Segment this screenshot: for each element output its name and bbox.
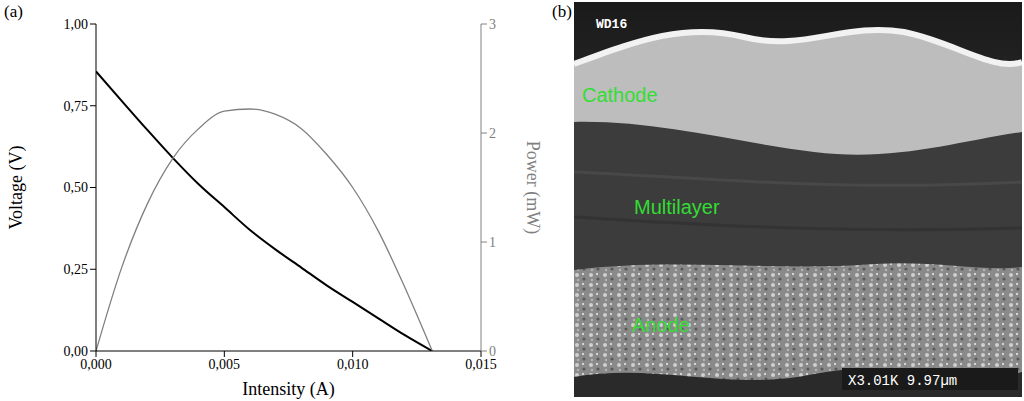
svg-text:3: 3 — [489, 17, 496, 32]
svg-text:2: 2 — [489, 126, 496, 141]
html-text:(a): (a) — [4, 2, 23, 21]
svg-text:Intensity (A): Intensity (A) — [242, 379, 334, 400]
svg-text:0,75: 0,75 — [64, 99, 89, 114]
svg-text:WD16: WD16 — [596, 17, 627, 32]
svg-text:Power (mW): Power (mW) — [522, 141, 543, 234]
svg-text:0,00: 0,00 — [64, 344, 89, 359]
svg-text:1,00: 1,00 — [64, 17, 89, 32]
svg-text:0,015: 0,015 — [465, 357, 497, 372]
svg-text:Cathode: Cathode — [582, 84, 658, 106]
svg-text:0,000: 0,000 — [80, 357, 112, 372]
html-text:(b): (b) — [552, 2, 572, 21]
svg-text:0,25: 0,25 — [64, 262, 89, 277]
svg-text:0: 0 — [489, 344, 496, 359]
svg-text:Multilayer: Multilayer — [634, 196, 720, 218]
svg-text:0,010: 0,010 — [337, 357, 369, 372]
svg-text:0,005: 0,005 — [209, 357, 241, 372]
svg-text:Anode: Anode — [632, 314, 690, 336]
svg-text:Voltage (V): Voltage (V) — [6, 145, 27, 229]
svg-text:1: 1 — [489, 235, 496, 250]
svg-text:X3.01K 9.97µm: X3.01K 9.97µm — [848, 373, 957, 389]
svg-text:0,50: 0,50 — [64, 180, 89, 195]
